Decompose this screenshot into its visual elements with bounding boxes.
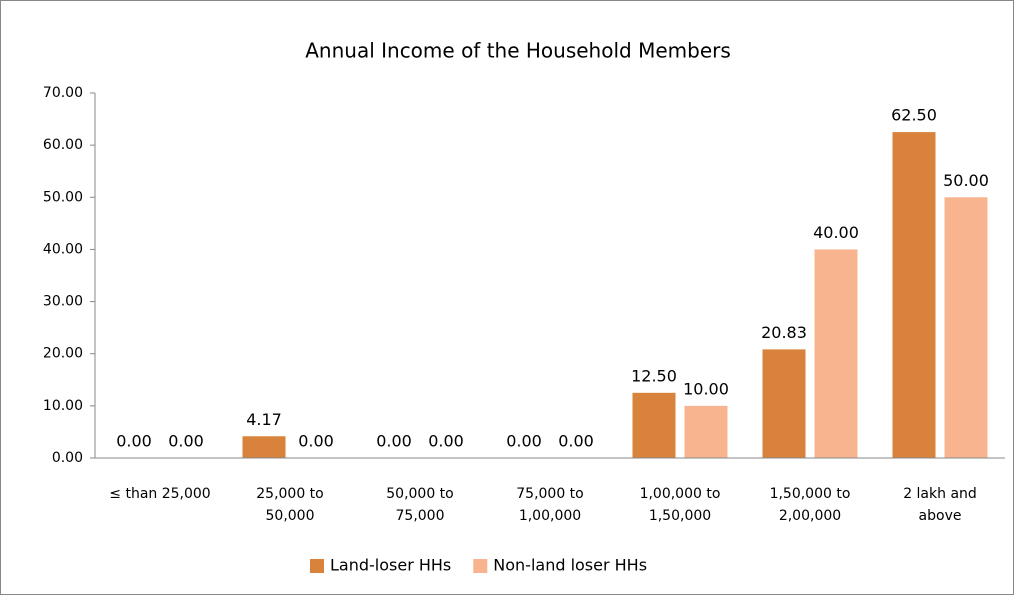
legend-swatch [310, 559, 324, 573]
value-label: 50.00 [943, 171, 989, 190]
x-tick-label: 1,50,000 to 2,00,000 [770, 486, 851, 524]
y-tick-label: 60.00 [43, 137, 83, 153]
y-tick-label: 20.00 [43, 346, 83, 362]
bar [762, 349, 806, 458]
x-tick-label: ≤ than 25,000 [109, 486, 210, 502]
value-label: 20.83 [761, 323, 807, 342]
bar [944, 197, 988, 459]
legend-swatch [473, 559, 488, 573]
y-tick-label: 30.00 [43, 294, 83, 310]
x-tick-label: 1,00,000 to 1,50,000 [640, 486, 721, 524]
x-tick-label: 75,000 to 1,00,000 [516, 486, 584, 524]
x-tick-label: 50,000 to 75,000 [386, 486, 454, 524]
y-tick-label: 0.00 [52, 450, 83, 466]
y-tick-label: 70.00 [43, 85, 83, 101]
chart-title: Annual Income of the Household Members [305, 39, 731, 63]
value-label: 0.00 [168, 432, 204, 451]
bar [632, 392, 676, 458]
bar [814, 249, 858, 458]
x-tick-label: 25,000 to 50,000 [256, 486, 324, 524]
value-label: 0.00 [298, 432, 334, 451]
y-tick-label: 10.00 [43, 398, 83, 414]
legend-label: Non-land loser HHs [493, 556, 647, 575]
value-label: 40.00 [813, 223, 859, 242]
value-label: 4.17 [246, 410, 282, 429]
value-label: 0.00 [558, 432, 594, 451]
value-label: 0.00 [428, 432, 464, 451]
legend-label: Land-loser HHs [330, 556, 451, 575]
value-label: 12.50 [631, 366, 677, 385]
value-label: 0.00 [376, 432, 412, 451]
value-label: 0.00 [116, 432, 152, 451]
value-label: 62.50 [891, 106, 937, 125]
value-label: 0.00 [506, 432, 542, 451]
y-tick-label: 50.00 [43, 189, 83, 205]
bar [892, 132, 936, 458]
bar [242, 436, 286, 458]
value-label: 10.00 [683, 379, 729, 398]
y-tick-label: 40.00 [43, 241, 83, 257]
x-tick-label: 2 lakh and above [903, 486, 977, 524]
bar [684, 405, 728, 458]
